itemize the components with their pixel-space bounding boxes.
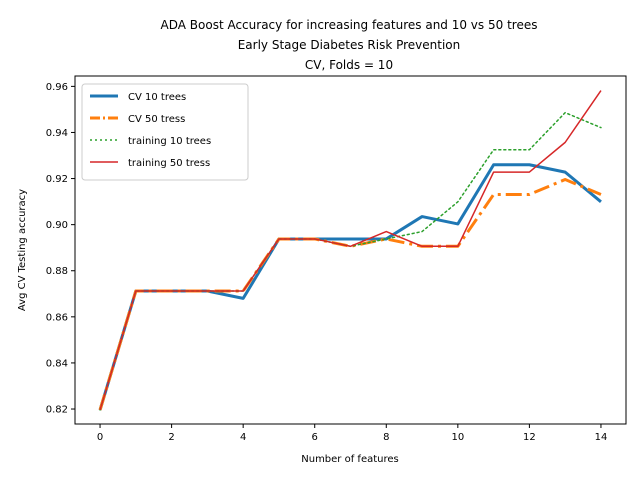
- plot-frame: [74, 75, 627, 425]
- x-tick-label: 4: [240, 432, 246, 443]
- x-tick-label: 10: [451, 432, 464, 443]
- legend-label: training 10 trees: [128, 136, 211, 147]
- x-axis-label: Number of features: [301, 454, 398, 465]
- chart-title-line-1: ADA Boost Accuracy for increasing featur…: [161, 18, 538, 32]
- legend-label: training 50 tress: [128, 158, 210, 169]
- legend-box: [81, 83, 249, 181]
- x-tick-label: 12: [523, 432, 536, 443]
- y-tick-label: 0.92: [46, 174, 68, 185]
- legend-label: CV 50 tress: [128, 114, 185, 125]
- series-line-2: [98, 177, 602, 411]
- y-tick-label: 0.84: [46, 358, 68, 369]
- x-axis-ticks: 0 2 4 6 8 10 12 14: [97, 424, 607, 443]
- legend-label: CV 10 trees: [128, 92, 186, 103]
- x-tick-label: 0: [97, 432, 103, 443]
- y-axis-ticks: 0.82 0.84 0.86 0.88 0.90 0.92 0.94 0.96: [46, 82, 75, 416]
- y-axis-label: Avg CV Testing accuracy: [17, 189, 28, 311]
- y-tick-label: 0.86: [46, 312, 68, 323]
- legend: CV 10 trees CV 50 tress training 10 trees t…: [81, 83, 249, 181]
- x-tick-label: 8: [383, 432, 389, 443]
- plot-series: [98, 90, 602, 411]
- y-tick-label: 0.82: [46, 405, 68, 416]
- chart-title-line-3: CV, Folds = 10: [305, 58, 393, 72]
- y-tick-label: 0.88: [46, 266, 68, 277]
- y-tick-label: 0.96: [46, 82, 68, 93]
- chart-title-line-2: Early Stage Diabetes Risk Prevention: [238, 38, 461, 52]
- y-tick-label: 0.94: [46, 128, 68, 139]
- x-tick-label: 6: [312, 432, 318, 443]
- y-tick-label: 0.90: [46, 220, 68, 231]
- x-tick-label: 14: [595, 432, 608, 443]
- x-tick-label: 2: [168, 432, 174, 443]
